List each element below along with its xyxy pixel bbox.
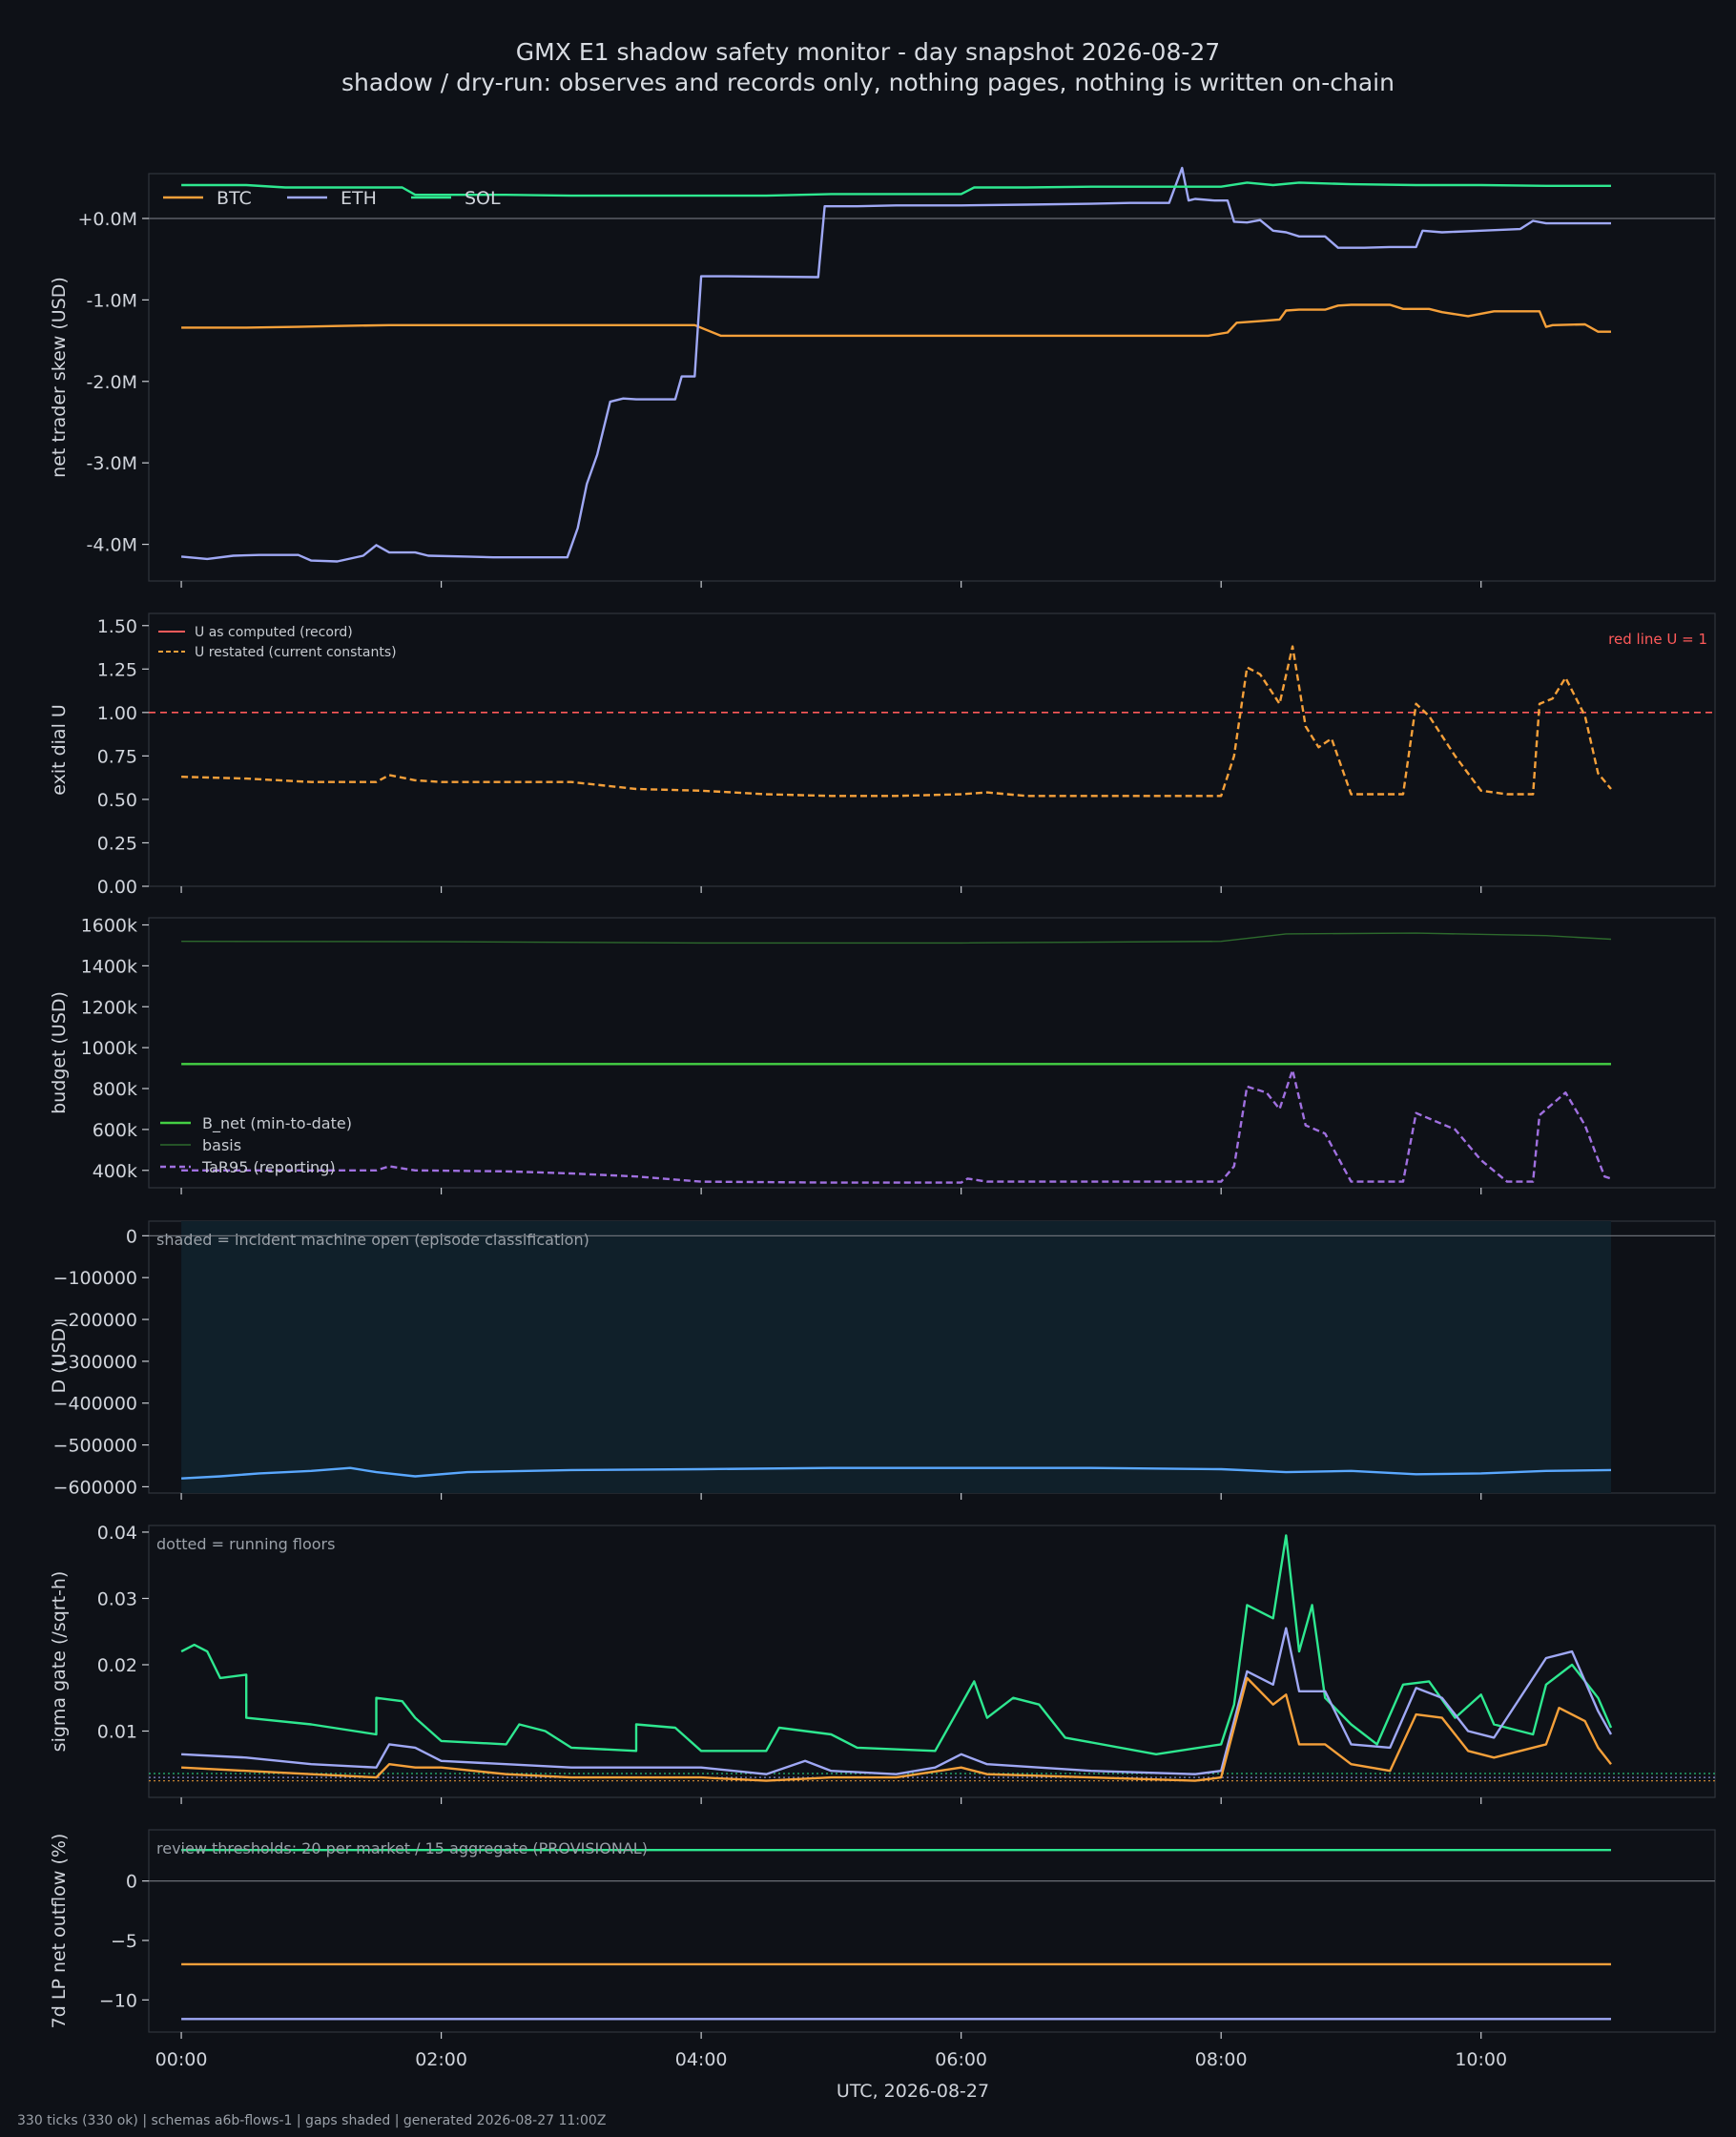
y-tick-label: -4.0M xyxy=(87,535,137,556)
panel-4: 0 −100000 −200000 −300000 −400000 −500000 −600… xyxy=(49,1220,1716,1500)
x-axis-label: UTC, 2026-08-27 xyxy=(837,2081,989,2102)
y-axis-label: exit dial U xyxy=(49,704,70,796)
y-tick-label: -3.0M xyxy=(87,453,137,474)
panel-frame xyxy=(148,917,1716,1189)
y-tick-label: −600000 xyxy=(53,1477,137,1498)
footer-status: 330 ticks (330 ok) | schemas a6b-flows-1… xyxy=(17,2113,607,2128)
x-tick-label: 04:00 xyxy=(675,2049,728,2070)
panel-annotation: shaded = incident machine open (episode … xyxy=(156,1231,589,1249)
y-tick-label: 1.25 xyxy=(97,659,137,680)
y-tick-label: −500000 xyxy=(53,1436,137,1457)
x-tick-label: 10:00 xyxy=(1455,2049,1507,2070)
y-axis-label: sigma gate (/sqrt-h) xyxy=(49,1571,70,1753)
panel-5: 0.01 0.02 0.03 0.04 sigma gate (/sqrt-h) dott… xyxy=(49,1523,1716,1804)
y-tick-label: −300000 xyxy=(53,1352,137,1373)
y-tick-label: 1.50 xyxy=(97,616,137,637)
y-tick-label: 0.00 xyxy=(97,877,137,898)
red-line-label: red line U = 1 xyxy=(1608,631,1707,648)
y-axis-label: budget (USD) xyxy=(49,991,70,1114)
series-line-d xyxy=(181,1466,1612,1480)
y-axis-label: net trader skew (USD) xyxy=(49,277,70,478)
panel-1: +0.0M -1.0M -2.0M -3.0M -4.0M net trader skew… xyxy=(49,166,1716,588)
x-tick-label: 02:00 xyxy=(415,2049,467,2070)
y-tick-label: 1400k xyxy=(81,956,137,977)
panel-annotation: dotted = running floors xyxy=(156,1535,335,1553)
panel-frame xyxy=(148,612,1716,887)
series-line-btc xyxy=(181,1676,1612,1782)
legend-label: U restated (current constants) xyxy=(195,645,397,660)
y-tick-label: 600k xyxy=(93,1120,137,1141)
chart-subtitle: shadow / dry-run: observes and records o… xyxy=(341,69,1395,96)
series-line-btc xyxy=(181,303,1611,338)
series-line-sol xyxy=(181,181,1611,197)
y-tick-label: 1600k xyxy=(81,916,137,937)
y-tick-label: 0.01 xyxy=(97,1721,137,1742)
y-tick-label: 1000k xyxy=(81,1038,137,1059)
x-tick-label: 00:00 xyxy=(155,2049,208,2070)
legend-label: U as computed (record) xyxy=(195,625,353,640)
y-tick-label: -2.0M xyxy=(87,372,137,393)
y-tick-label: 400k xyxy=(93,1161,137,1182)
y-tick-label: 0.02 xyxy=(97,1655,137,1676)
y-tick-label: 1.00 xyxy=(97,703,137,724)
panel-6: 0 −5 −10 00:00 02:00 04:00 06:00 08:00 10:00 7d L… xyxy=(49,1829,1716,2102)
series-line-eth xyxy=(180,166,1611,563)
series-line-u xyxy=(181,645,1612,798)
y-tick-label: 800k xyxy=(93,1079,137,1100)
incident-shade xyxy=(181,1221,1611,1493)
legend-label: BTC xyxy=(217,188,252,209)
y-tick-label: 0 xyxy=(126,1226,137,1247)
y-tick-label: 0.75 xyxy=(97,746,137,767)
legend-label: TaR95 (reporting) xyxy=(201,1158,336,1176)
y-tick-label: 0.50 xyxy=(97,790,137,811)
legend-label: SOL xyxy=(465,188,501,209)
series-line-basis xyxy=(181,932,1612,944)
panel-2: 0.00 0.25 0.50 0.75 1.00 1.25 1.50 exit dial U r… xyxy=(49,612,1716,898)
y-axis-label: 7d LP net outflow (%) xyxy=(49,1834,70,2029)
y-tick-label: 0.25 xyxy=(97,833,137,854)
y-tick-label: −5 xyxy=(111,1931,137,1952)
y-tick-label: 0.03 xyxy=(97,1588,137,1609)
y-tick-label: 1200k xyxy=(81,997,137,1018)
panel-annotation: review thresholds: 20 per market / 15 ag… xyxy=(156,1839,648,1857)
legend-label: basis xyxy=(202,1136,241,1154)
panel-frame xyxy=(148,1829,1716,2033)
y-tick-label: −200000 xyxy=(53,1310,137,1331)
x-tick-label: 08:00 xyxy=(1195,2049,1248,2070)
chart-title: GMX E1 shadow safety monitor - day snaps… xyxy=(515,38,1221,66)
series-line-sol xyxy=(180,1534,1613,1755)
y-tick-label: −10 xyxy=(99,1990,137,2011)
y-tick-label: −400000 xyxy=(53,1394,137,1415)
panel-3: 400k 600k 800k 1000k 1200k 1400k 1600k budget (… xyxy=(49,916,1716,1194)
legend-label: B_net (min-to-date) xyxy=(202,1114,352,1133)
panel-frame xyxy=(148,1525,1716,1798)
series-line-eth xyxy=(181,1627,1613,1775)
y-axis-label: D (USD) xyxy=(49,1320,70,1393)
x-tick-label: 06:00 xyxy=(935,2049,987,2070)
series-line-tar95 xyxy=(181,1068,1612,1184)
y-tick-label: −100000 xyxy=(53,1268,137,1289)
y-tick-label: 0.04 xyxy=(97,1523,137,1544)
y-tick-label: 0 xyxy=(126,1872,137,1893)
legend-label: ETH xyxy=(341,188,377,209)
y-tick-label: -1.0M xyxy=(87,290,137,311)
y-tick-label: +0.0M xyxy=(77,209,137,230)
panel-frame xyxy=(148,173,1716,582)
